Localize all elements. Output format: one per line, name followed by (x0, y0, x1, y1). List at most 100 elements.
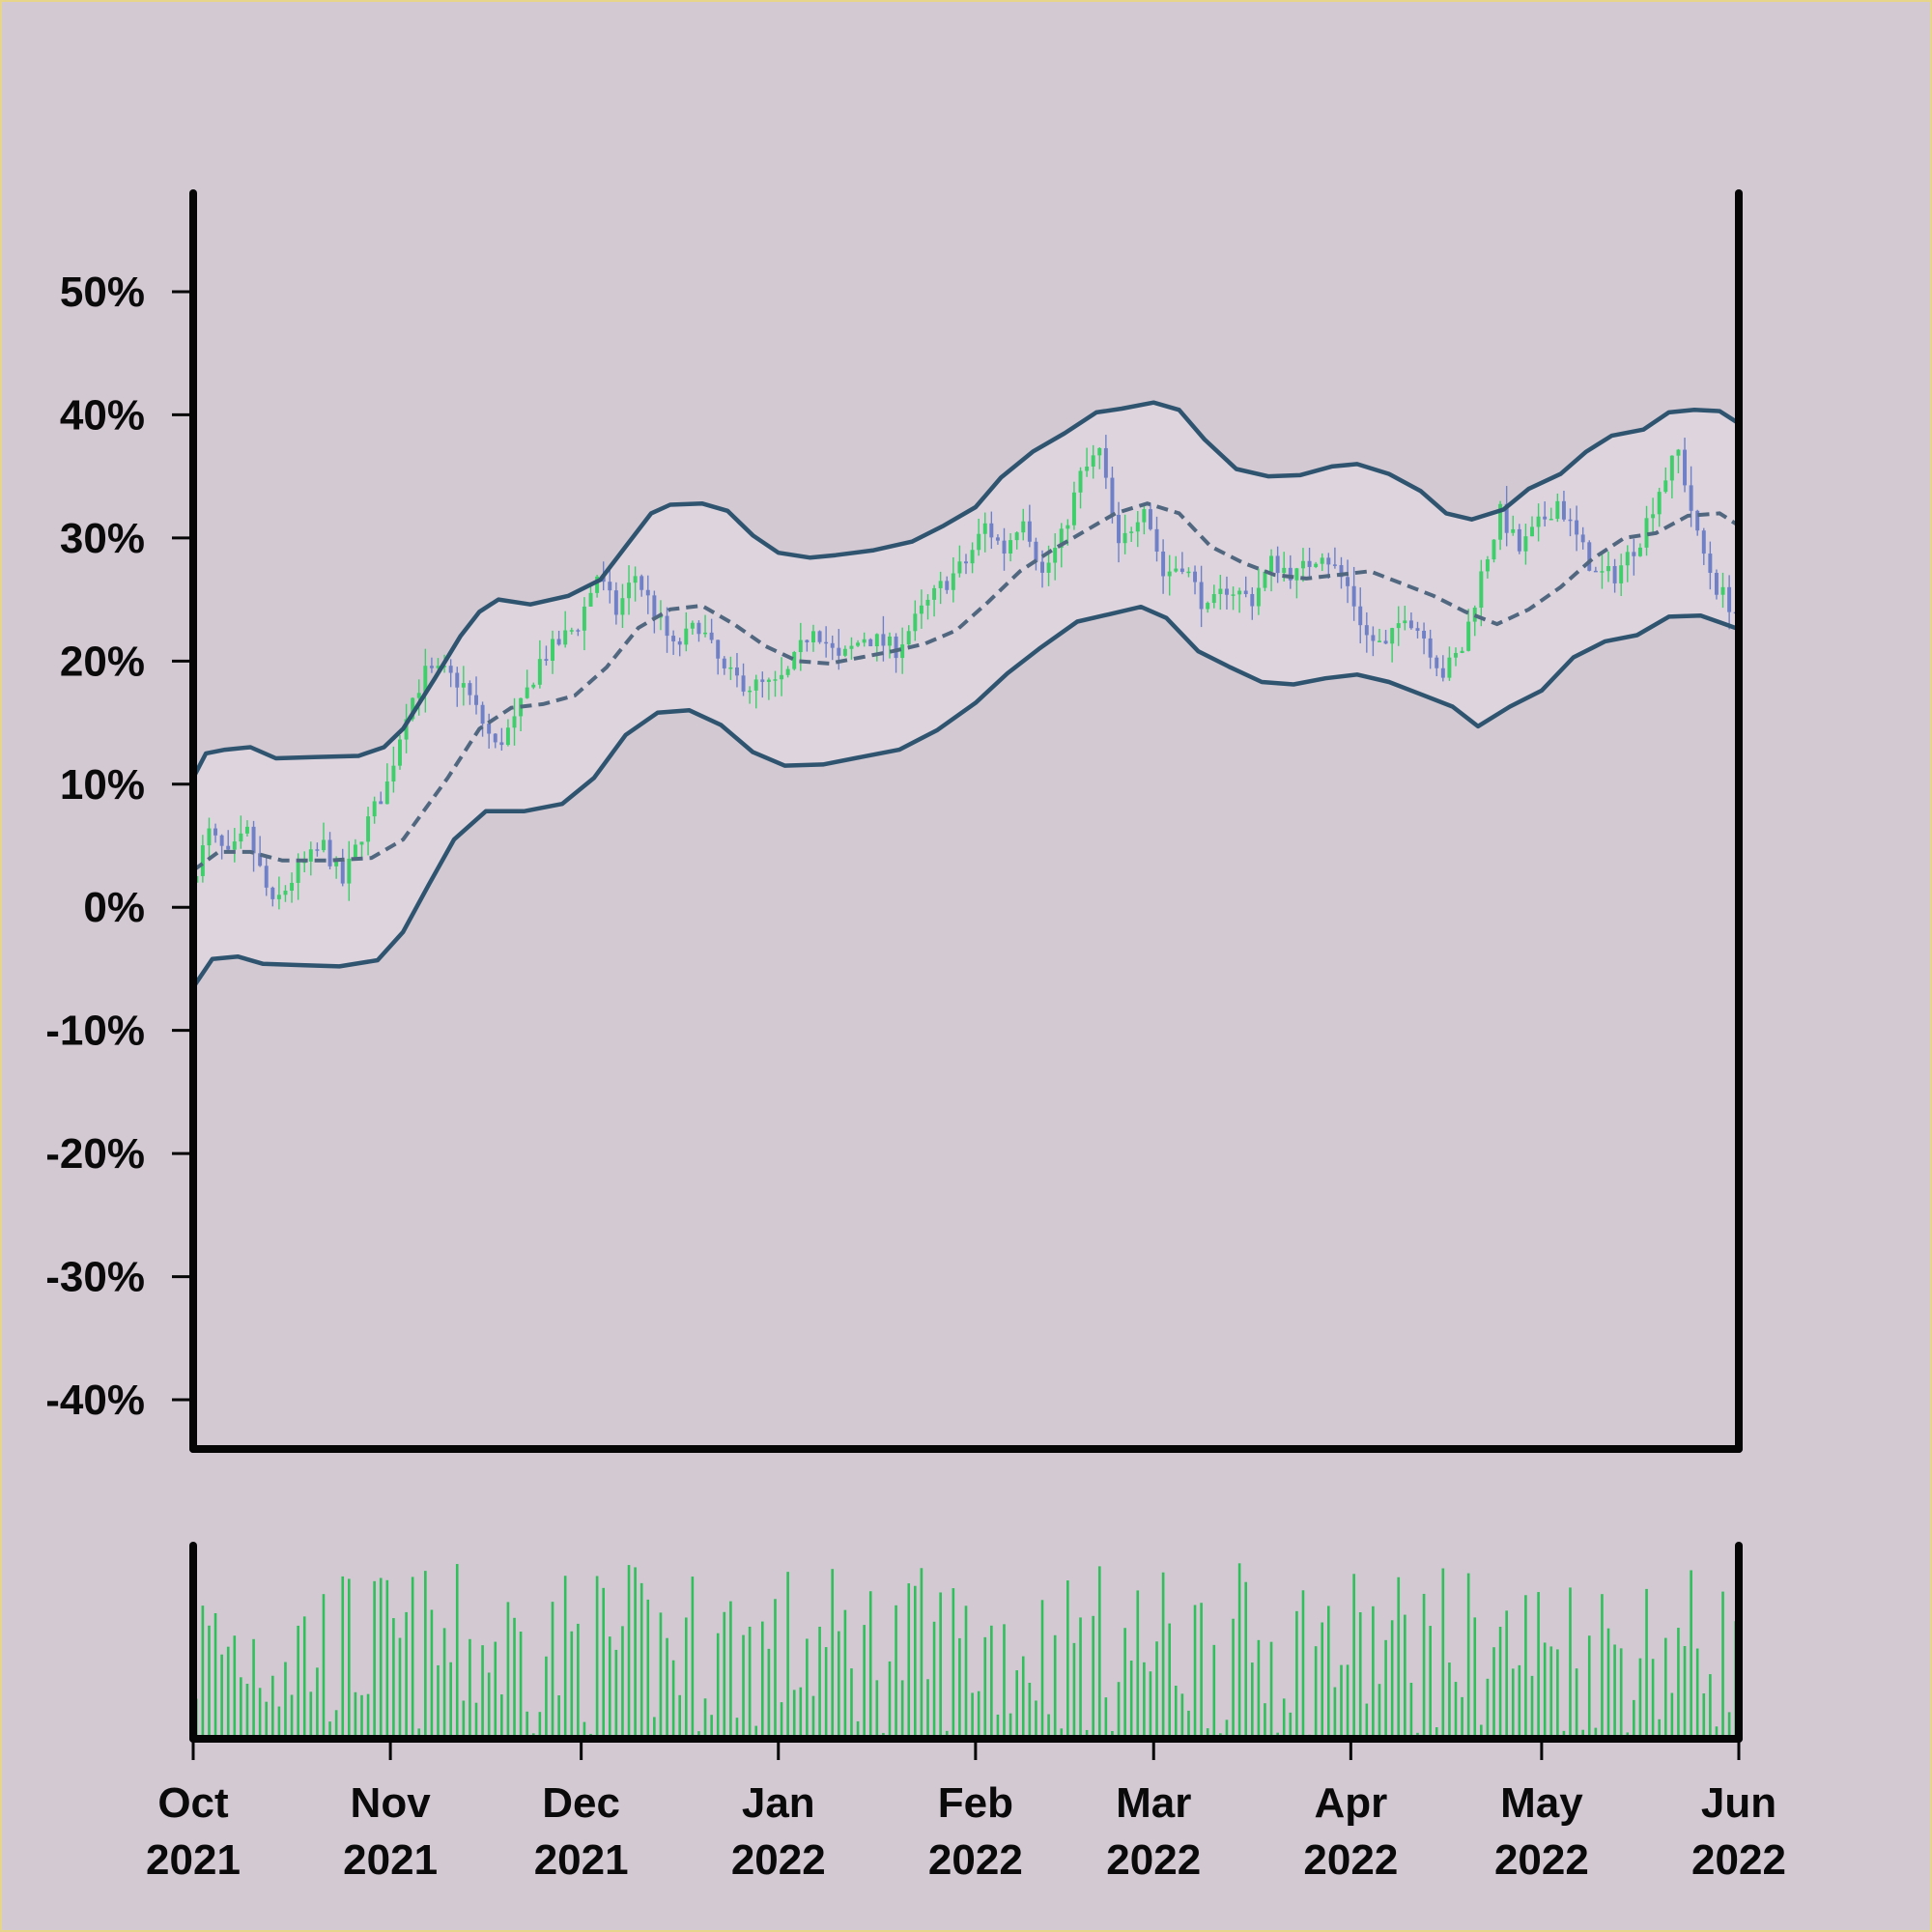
candle (690, 622, 695, 629)
volume-bar (914, 1585, 917, 1735)
candle (753, 679, 758, 691)
volume-bar (245, 1684, 249, 1735)
volume-bar (405, 1611, 408, 1735)
candle (1307, 560, 1312, 567)
volume-bar (373, 1580, 376, 1735)
volume-bar (277, 1706, 281, 1735)
candle (448, 666, 453, 673)
candle (1676, 449, 1681, 456)
volume-bar (589, 1733, 592, 1735)
y-tick-label: 10% (60, 761, 145, 809)
candle (244, 826, 249, 834)
volume-bar (1289, 1712, 1293, 1735)
candle (1065, 525, 1070, 529)
volume-bar (868, 1591, 872, 1735)
candle (1091, 455, 1095, 467)
volume-bar (653, 1717, 656, 1735)
candle (258, 853, 263, 867)
volume-bar (684, 1617, 688, 1735)
candle (251, 826, 256, 854)
volume-bar (417, 1728, 421, 1735)
volume-bar (474, 1702, 478, 1735)
candle (817, 631, 822, 642)
volume-bar (582, 1721, 586, 1735)
candle (773, 679, 778, 681)
volume-bar (646, 1599, 650, 1735)
candle (1651, 514, 1656, 519)
candle (862, 639, 867, 643)
candle (1199, 582, 1204, 610)
candle (1097, 447, 1102, 456)
candle (1040, 561, 1044, 573)
candle (1014, 532, 1019, 541)
candle (576, 630, 581, 632)
volume-bar (754, 1725, 758, 1735)
candle (1237, 590, 1242, 595)
candle (1053, 548, 1058, 563)
candle (1346, 577, 1350, 586)
volume-bar (1219, 1733, 1222, 1735)
candle (785, 668, 790, 675)
volume-bar (442, 1628, 446, 1735)
x-tick-year: 2021 (146, 1836, 241, 1884)
candle (1440, 668, 1445, 678)
candle (1447, 657, 1452, 678)
candle (1517, 528, 1521, 552)
candle (315, 849, 320, 851)
candle (856, 642, 861, 646)
candle (1593, 570, 1598, 573)
volume-bar (240, 1677, 242, 1735)
volume-bar (1505, 1610, 1508, 1735)
volume-bar (437, 1664, 440, 1735)
volume-bar (1092, 1615, 1094, 1735)
volume-bar (1340, 1664, 1343, 1735)
volume-bar (469, 1638, 471, 1735)
volume-bar (1524, 1595, 1527, 1735)
volume-bar (290, 1694, 294, 1735)
price-panel-axes (189, 189, 1743, 1453)
volume-bar (1556, 1649, 1559, 1735)
candle (805, 639, 810, 642)
volume-bar (1638, 1658, 1642, 1735)
candle (1683, 449, 1688, 486)
candle (1110, 477, 1115, 515)
candle (1378, 640, 1381, 642)
volume-bar (856, 1720, 860, 1735)
candle (1218, 588, 1223, 594)
candle (652, 595, 657, 618)
volume-bar (671, 1660, 675, 1735)
candle (728, 667, 733, 669)
candle (1193, 571, 1198, 582)
candle (423, 666, 428, 694)
volume-bar (1212, 1644, 1216, 1735)
candle (493, 733, 497, 743)
volume-bar (328, 1721, 331, 1735)
candle (1250, 593, 1255, 607)
volume-bar (449, 1662, 452, 1735)
volume-bar (1409, 1683, 1413, 1735)
candle (461, 683, 466, 688)
candle (1206, 603, 1210, 610)
candle (1383, 640, 1388, 644)
volume-bar (1028, 1682, 1032, 1735)
volume-bar (354, 1691, 357, 1735)
volume-bar (1237, 1563, 1241, 1735)
volume-bar (1168, 1623, 1171, 1735)
volume-bar (1301, 1590, 1305, 1735)
candle (512, 716, 517, 728)
volume-bar (1035, 1700, 1037, 1735)
candle (1561, 500, 1566, 520)
volume-bar (500, 1694, 503, 1735)
volume-bar (557, 1695, 560, 1735)
x-tick-year: 2022 (1494, 1836, 1589, 1884)
candle (1314, 563, 1319, 567)
volume-bar (843, 1609, 847, 1735)
candle (359, 841, 364, 845)
volume-bar (806, 1638, 809, 1735)
candle (1460, 650, 1464, 653)
y-tick-label: -20% (45, 1130, 145, 1178)
candle (1002, 540, 1007, 554)
volume-bar (1264, 1703, 1266, 1735)
candle (995, 537, 1000, 541)
volume-bar (780, 1702, 783, 1735)
